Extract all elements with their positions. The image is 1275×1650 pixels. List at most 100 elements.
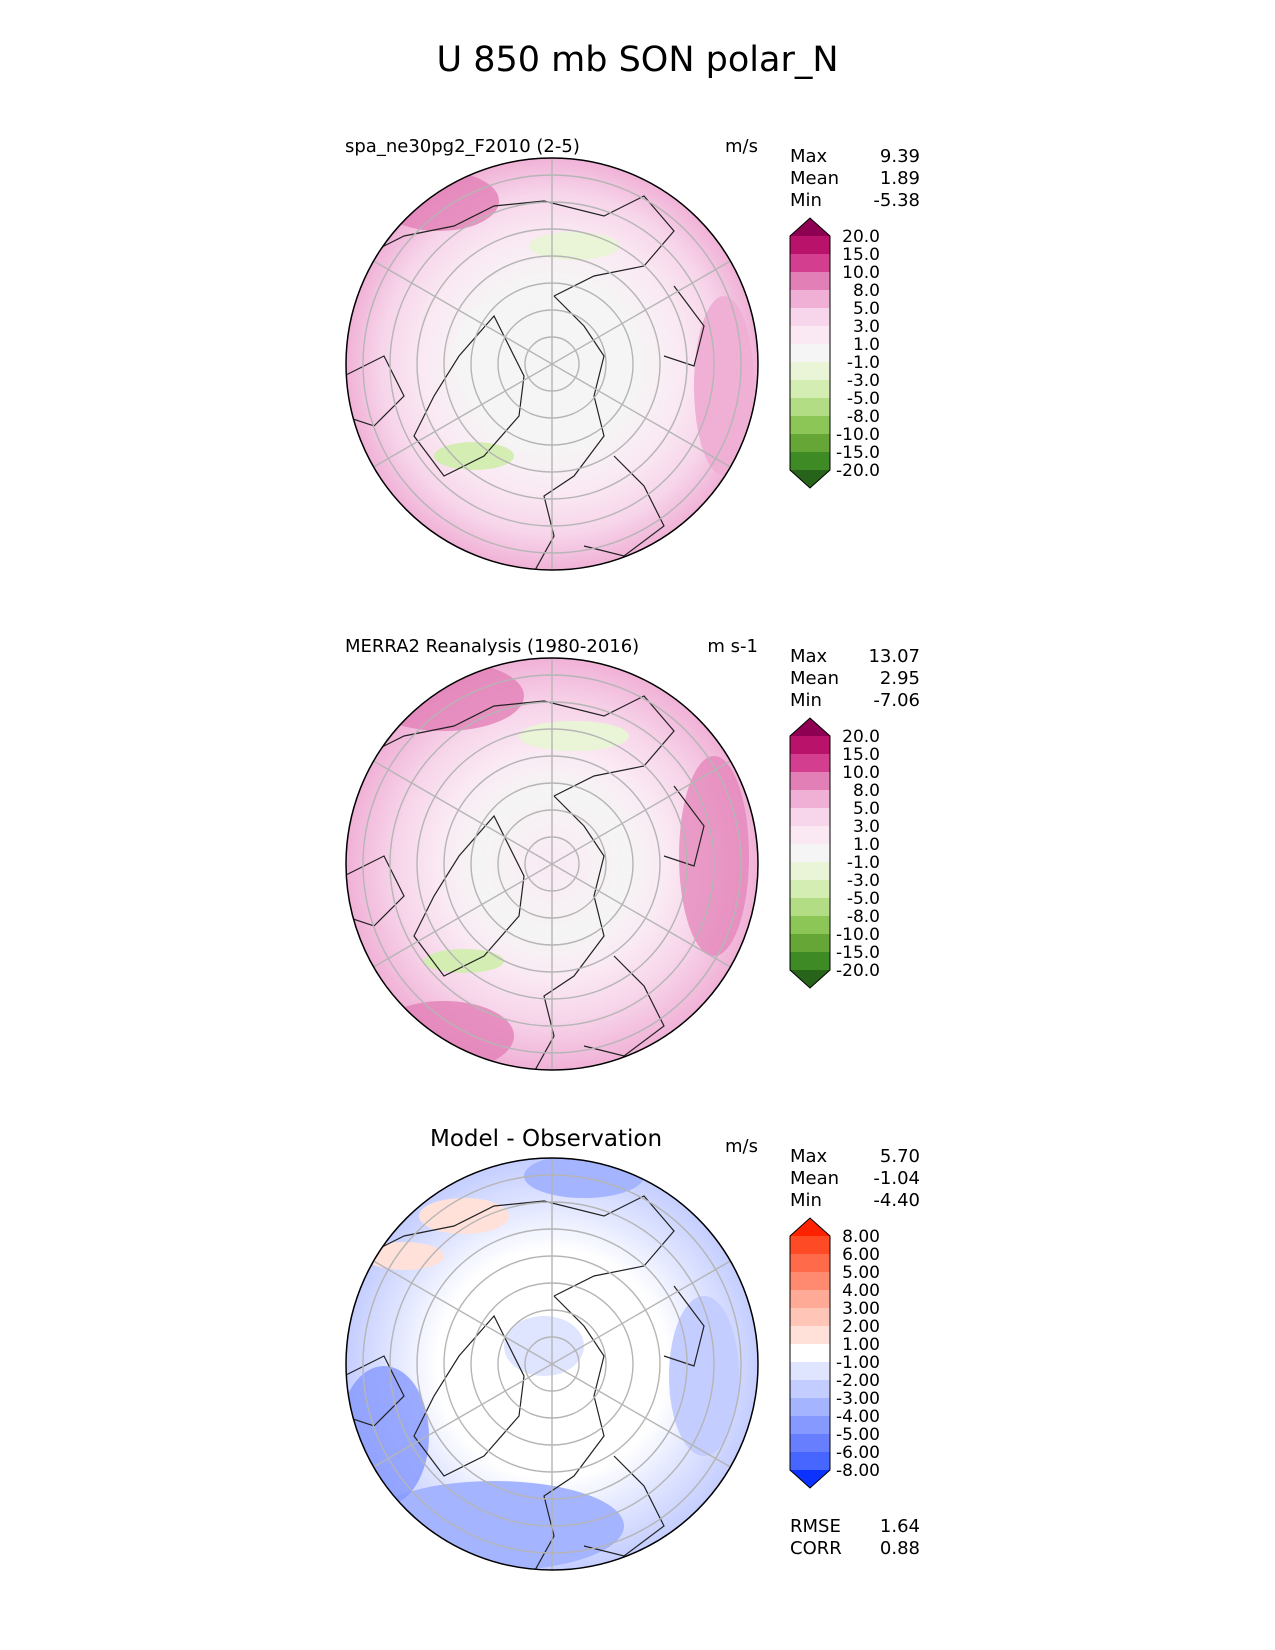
colorbar-tick-label: 10.0 <box>842 263 880 283</box>
polar-map <box>345 1157 759 1571</box>
colorbar-segment <box>790 344 830 362</box>
colorbar-tick-label: 8.0 <box>853 781 880 801</box>
metric-value: 0.88 <box>879 1538 920 1559</box>
colorbar-outline <box>789 217 831 489</box>
colorbar-tick-label: 15.0 <box>842 245 880 265</box>
field-blob <box>519 721 629 751</box>
colorbar-tick-label: 3.0 <box>853 817 880 837</box>
colorbar-tick-label: -3.0 <box>847 371 880 391</box>
colorbar-segment <box>790 1380 830 1398</box>
panel-observation: MERRA2 Reanalysis (1980-2016) m s-1 Max 1… <box>0 636 1275 1116</box>
field-blob <box>454 306 514 406</box>
field-blob <box>419 1198 509 1234</box>
colorbar-tick-label: -8.00 <box>836 1461 880 1481</box>
colorbar: 8.006.005.004.003.002.001.00-1.00-2.00-3… <box>789 1217 880 1489</box>
colorbar-tick-label: -8.0 <box>847 907 880 927</box>
stat-label: Mean <box>790 668 840 689</box>
field-blob <box>524 1158 644 1198</box>
stat-value: -4.40 <box>873 1190 920 1211</box>
stat-label: Mean <box>790 168 840 189</box>
map-boundary <box>345 1157 759 1571</box>
colorbar-tick-label: -4.00 <box>836 1407 880 1427</box>
map-boundary <box>345 157 759 571</box>
stat-value: 5.70 <box>879 1146 920 1167</box>
colorbar-tick-label: 6.00 <box>842 1245 880 1265</box>
colorbar-tick-label: 5.0 <box>853 299 880 319</box>
colorbar-segment <box>790 934 830 952</box>
field-blob <box>669 1296 739 1456</box>
field-blob <box>374 1001 514 1070</box>
colorbar-segment <box>790 452 830 470</box>
field-blob <box>504 1316 584 1376</box>
colorbar-segment <box>790 1452 830 1470</box>
stat-value: 1.89 <box>879 168 920 189</box>
colorbar-segment <box>790 1362 830 1380</box>
colorbar-segment <box>790 790 830 808</box>
colorbar-tick-label: 8.0 <box>853 281 880 301</box>
coastlines <box>346 1195 705 1570</box>
colorbar-tick-label: 5.0 <box>853 799 880 819</box>
colorbar-segment <box>790 470 830 488</box>
panel-title: MERRA2 Reanalysis (1980-2016) <box>345 636 640 657</box>
colorbar-segment <box>790 772 830 790</box>
colorbar-segment <box>790 844 830 862</box>
colorbar-tick-label: 20.0 <box>842 227 880 247</box>
panel-units: m/s <box>725 1136 758 1157</box>
colorbar-tick-label: 4.00 <box>842 1281 880 1301</box>
field-blob <box>694 296 754 476</box>
colorbar-tick-label: -3.0 <box>847 871 880 891</box>
metrics-block: RMSE 1.64 CORR 0.88 <box>790 1516 920 1560</box>
colorbar-tick-label: 1.0 <box>853 335 880 355</box>
colorbar-tick-label: 1.00 <box>842 1335 880 1355</box>
colorbar-tick-label: -20.0 <box>836 461 880 481</box>
colorbar-tick-label: -3.00 <box>836 1389 880 1409</box>
graticule <box>362 1158 742 1570</box>
stat-label: Min <box>790 190 822 211</box>
colorbar-tick-label: 5.00 <box>842 1263 880 1283</box>
panel-title: spa_ne30pg2_F2010 (2-5) <box>345 136 580 157</box>
colorbar-tick-label: 15.0 <box>842 745 880 765</box>
colorbar-segment <box>790 218 830 236</box>
polar-map <box>345 157 759 571</box>
colorbar-segment <box>790 1272 830 1290</box>
panel-difference: Model - Observation m/s Max 5.70 Mean -1.0… <box>0 1126 1275 1616</box>
stats-block: Max 9.39 Mean 1.89 Min -5.38 <box>790 146 920 212</box>
stats-block: Max 13.07 Mean 2.95 Min -7.06 <box>790 646 920 712</box>
colorbar-outline <box>789 717 831 989</box>
colorbar-segment <box>790 1218 830 1236</box>
colorbar-segment <box>790 416 830 434</box>
colorbar-segment <box>790 380 830 398</box>
colorbar-segment <box>790 1236 830 1254</box>
stat-label: Mean <box>790 1168 840 1189</box>
polar-map <box>345 657 759 1071</box>
graticule <box>362 658 742 1070</box>
panel-title: Model - Observation <box>430 1126 663 1152</box>
colorbar-tick-label: -2.00 <box>836 1371 880 1391</box>
colorbar: 20.015.010.08.05.03.01.0-1.0-3.0-5.0-8.0… <box>789 717 880 989</box>
metric-value: 1.64 <box>879 1516 920 1537</box>
colorbar-segment <box>790 326 830 344</box>
field-blob <box>424 949 504 973</box>
figure-title: U 850 mb SON polar_N <box>436 40 839 80</box>
colorbar-segment <box>790 826 830 844</box>
colorbar-tick-label: -10.0 <box>836 925 880 945</box>
colorbar-outline <box>789 1217 831 1489</box>
stat-value: -7.06 <box>873 690 920 711</box>
stat-value: -1.04 <box>873 1168 920 1189</box>
colorbar-segment <box>790 254 830 272</box>
stat-value: -5.38 <box>873 190 920 211</box>
colorbar-segment <box>790 1398 830 1416</box>
panel-model: spa_ne30pg2_F2010 (2-5) m/s Max 9.39 Mean… <box>0 136 1275 616</box>
panel-units: m s-1 <box>707 636 758 657</box>
panel-units: m/s <box>725 136 758 157</box>
map-boundary <box>345 657 759 1071</box>
colorbar-tick-label: 3.00 <box>842 1299 880 1319</box>
stat-label: Max <box>790 1146 828 1167</box>
colorbar-segment <box>790 362 830 380</box>
stats-block: Max 5.70 Mean -1.04 Min -4.40 <box>790 1146 920 1212</box>
colorbar-segment <box>790 736 830 754</box>
colorbar-tick-label: -5.0 <box>847 389 880 409</box>
colorbar-tick-label: -1.0 <box>847 353 880 373</box>
stat-label: Max <box>790 146 828 167</box>
colorbar-tick-label: -6.00 <box>836 1443 880 1463</box>
